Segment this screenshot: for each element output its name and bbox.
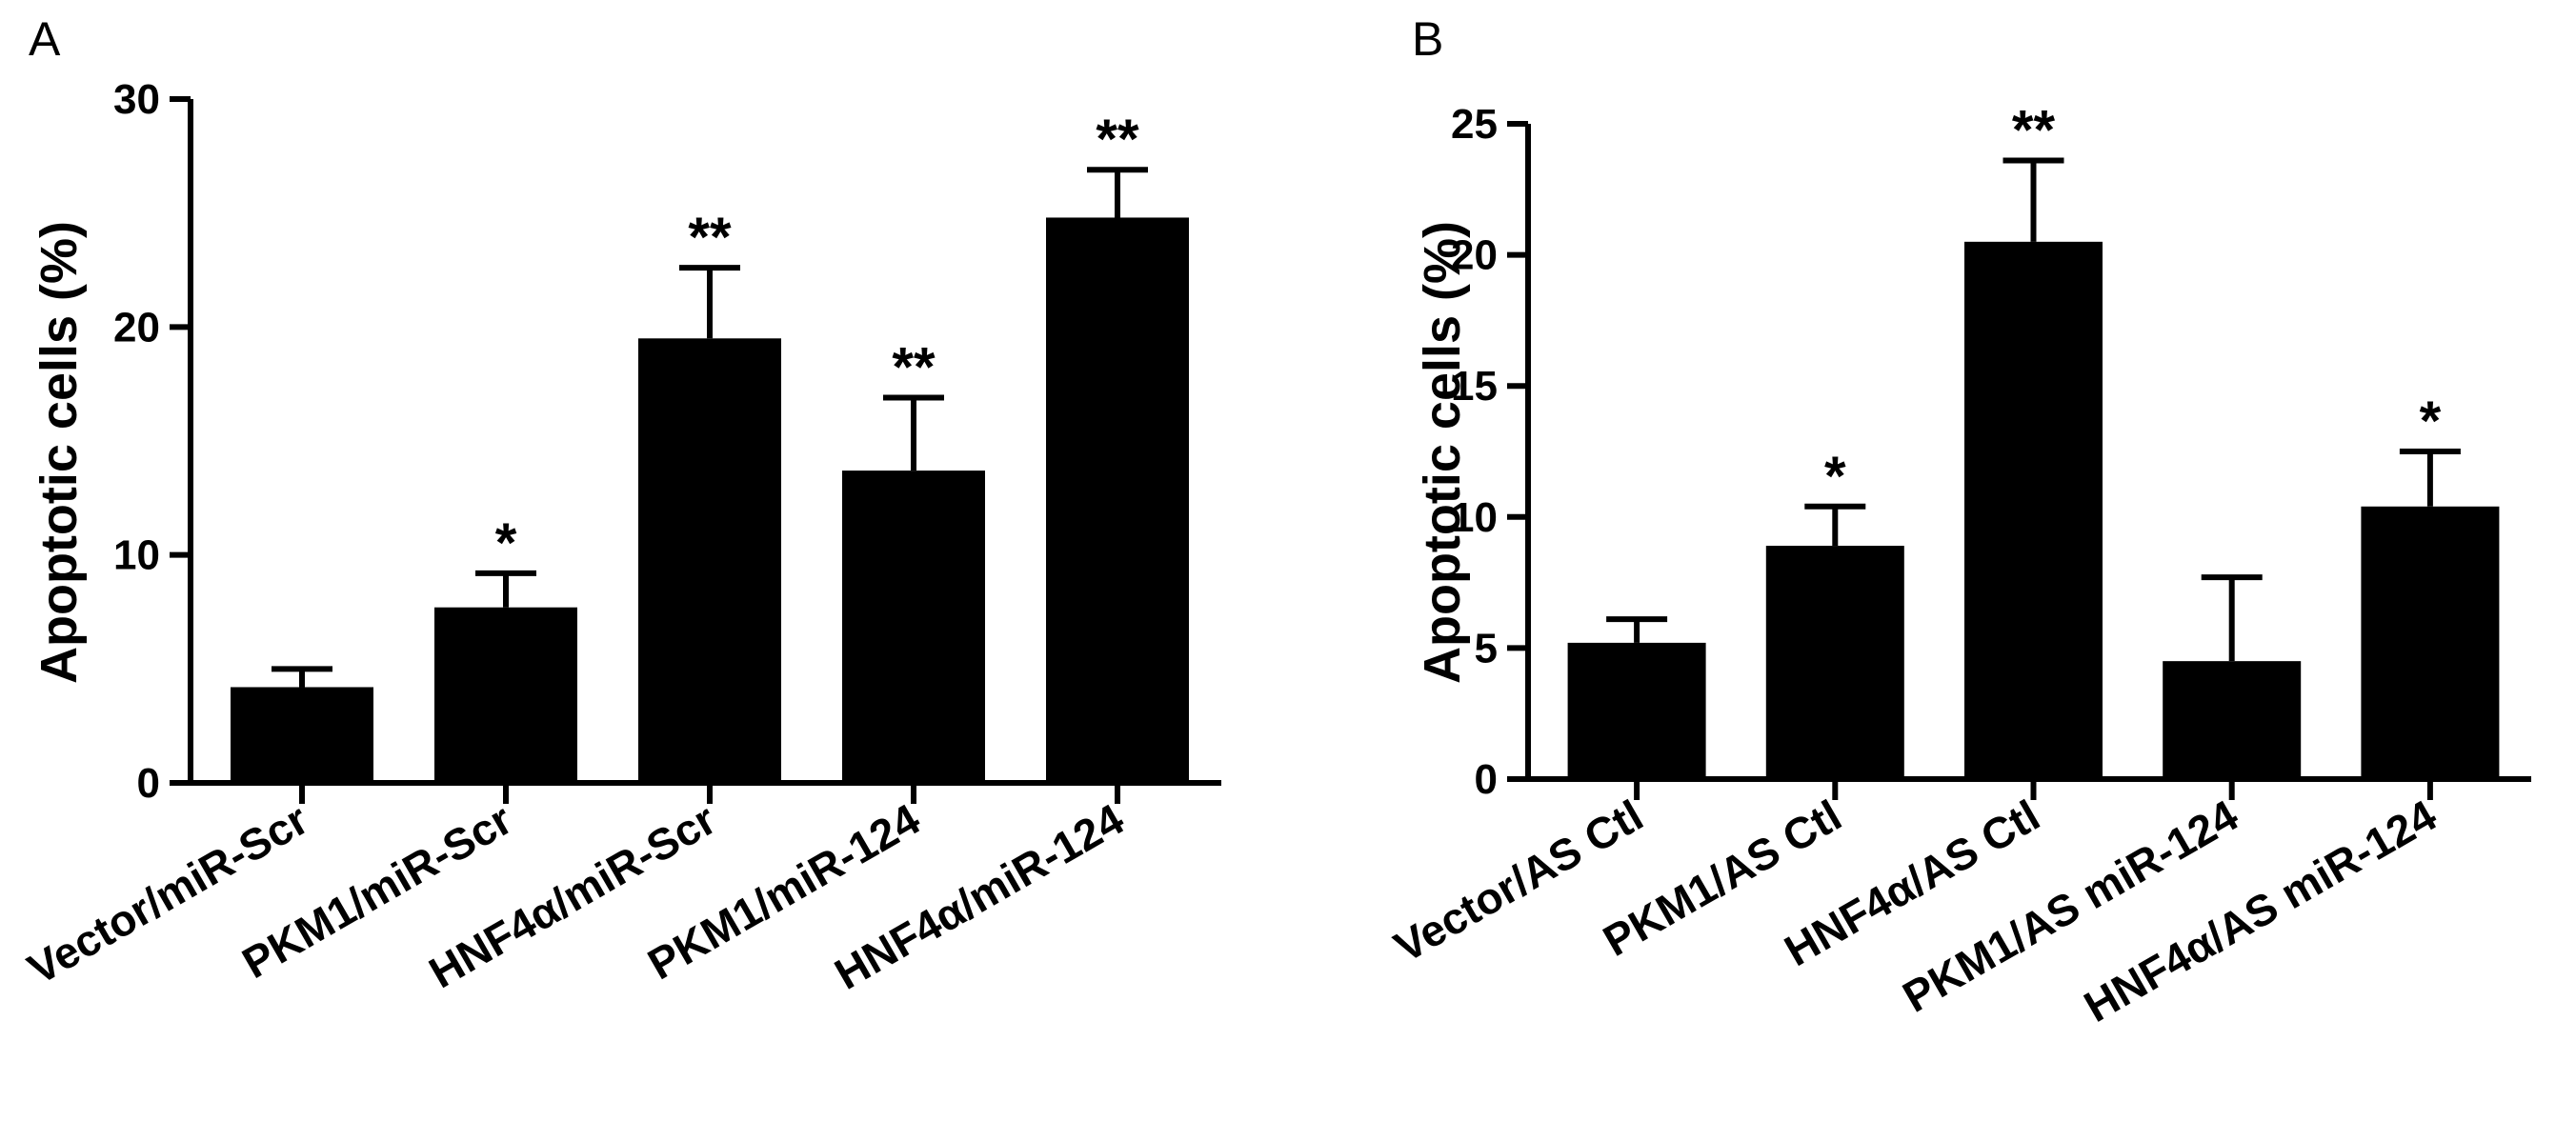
panel-a-chart: A Apoptotic cells (%) 0102030Vector/miR-… xyxy=(19,12,1221,999)
panel-b-bar xyxy=(2163,661,2302,779)
panel-b-bar xyxy=(1765,546,1904,779)
panel-a-bar xyxy=(638,338,781,783)
panel-a-y-axis-label: Apoptotic cells (%) xyxy=(30,221,88,684)
panel-a-y-tick-label: 0 xyxy=(137,760,160,807)
panel-b-bar xyxy=(1567,642,1706,779)
panel-b-category-label: PKM1/AS miR-124 xyxy=(1895,790,2247,1021)
panel-b-y-tick-label: 25 xyxy=(1451,101,1498,148)
panel-b-significance-label: * xyxy=(1824,446,1846,508)
panel-b-significance-label: ** xyxy=(2012,100,2056,162)
panel-a-significance-label: ** xyxy=(892,337,936,399)
panel-b-y-axis-label: Apoptotic cells (%) xyxy=(1414,221,1471,684)
panel-a-y-tick-label: 30 xyxy=(113,76,160,123)
panel-b-letter: B xyxy=(1412,12,1443,66)
panel-a-bar xyxy=(231,687,373,783)
panel-b-bar xyxy=(1964,241,2103,780)
panel-b-y-tick-label: 15 xyxy=(1451,363,1498,410)
panel-a-significance-label: ** xyxy=(1096,109,1139,170)
panel-b-y-tick-label: 20 xyxy=(1451,232,1498,279)
panel-a-significance-label: * xyxy=(495,512,517,574)
panel-b-significance-label: * xyxy=(2420,390,2442,452)
panel-a-significance-label: ** xyxy=(688,207,732,269)
panel-b-y-tick-label: 10 xyxy=(1451,494,1498,541)
panel-b-y-tick-label: 5 xyxy=(1475,625,1498,671)
panel-a-bar xyxy=(1046,217,1189,783)
panel-a-y-tick-label: 20 xyxy=(113,304,160,350)
panel-b-bar xyxy=(2361,506,2500,779)
panel-a-y-tick-label: 10 xyxy=(113,532,160,579)
panel-a-bar xyxy=(842,470,985,783)
panel-a-bar xyxy=(434,607,577,783)
panel-b-y-tick-label: 0 xyxy=(1475,756,1498,803)
panel-a-letter: A xyxy=(29,12,61,66)
panel-b-chart: B Apoptotic cells (%) 0510152025Vector/A… xyxy=(1386,12,2531,1031)
panel-b-category-label: HNF4α/AS miR-124 xyxy=(2076,790,2445,1031)
